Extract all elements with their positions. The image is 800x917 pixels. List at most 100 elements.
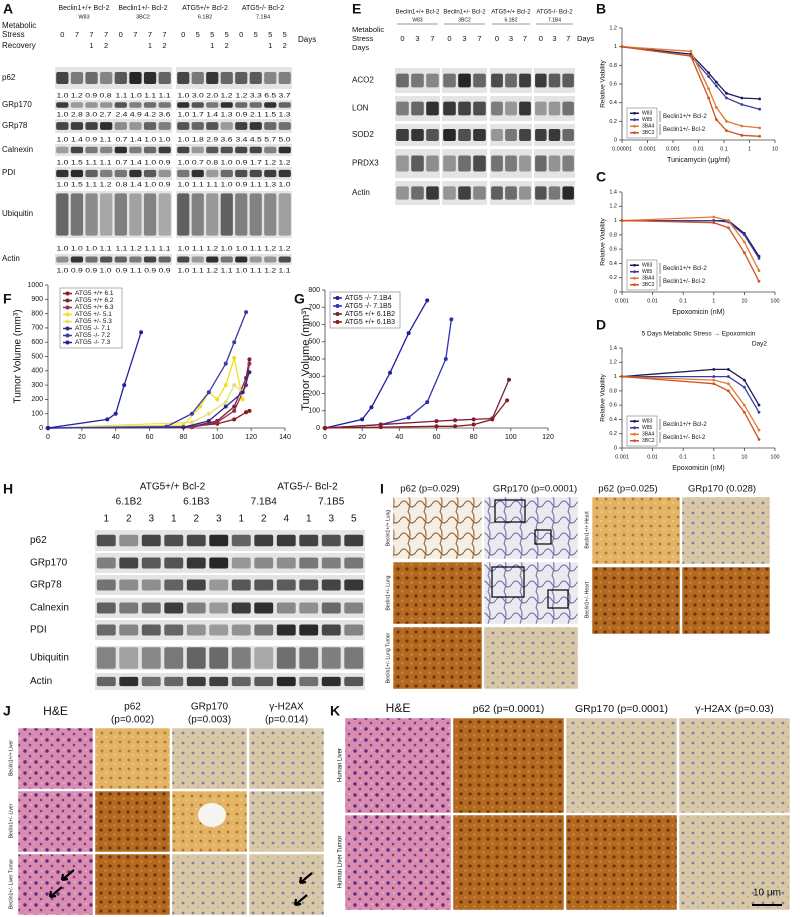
blot-band <box>186 676 206 687</box>
lane-label: 7 <box>89 30 93 39</box>
lane-label: 0 <box>119 30 123 39</box>
blot-band <box>141 602 161 614</box>
row-label: Beclin1+/- Liver <box>8 803 14 838</box>
blot-band <box>231 602 251 614</box>
group-line: 6.1B2 <box>116 497 143 508</box>
legend-label: ATG5 +/+ 6.1B2 <box>345 311 395 318</box>
group-line: 7.1B4 <box>548 17 561 23</box>
blot-band <box>85 71 98 85</box>
data-point <box>244 410 249 415</box>
blot-band <box>70 256 84 263</box>
blot-band <box>96 647 116 669</box>
blot-band <box>143 256 157 263</box>
blot-band <box>141 647 161 669</box>
blot-band <box>100 193 113 236</box>
row-label: Beclin1+/+ Lung <box>385 510 391 546</box>
data-point <box>726 368 730 371</box>
blot-band <box>177 102 190 108</box>
blot-band <box>458 101 471 116</box>
quantification: 0.9 1.1 0.9 0.9 <box>116 268 172 275</box>
blot-strip <box>176 191 292 238</box>
lane-label: 2 <box>261 514 267 525</box>
quantification: 0.7 1.4 1.0 1.0 <box>116 137 172 144</box>
data-point <box>164 424 169 429</box>
blot-band <box>344 534 364 547</box>
micrograph <box>248 727 325 790</box>
blot-label: GRp78 <box>2 121 28 130</box>
x-tick-label: 10 <box>772 146 778 152</box>
blot-strip <box>95 575 365 595</box>
data-point <box>689 54 693 58</box>
blot-band <box>206 256 219 263</box>
blot-band <box>254 534 274 547</box>
x-tick-label: 0.1 <box>720 146 728 152</box>
legend-marker <box>65 319 70 324</box>
panel-letter: A <box>3 1 13 17</box>
data-point <box>105 417 110 422</box>
series-line <box>324 400 508 429</box>
data-point <box>707 71 711 75</box>
blot-band <box>96 579 116 591</box>
x-tick-label: 0.01 <box>647 298 658 304</box>
blot-band <box>158 169 171 178</box>
blot-label: p62 <box>2 73 16 82</box>
blot-band <box>443 101 456 116</box>
y-tick-label: 100 <box>308 408 320 415</box>
data-point <box>712 219 716 222</box>
data-point <box>471 422 476 427</box>
data-point <box>240 390 245 395</box>
blot-band <box>186 579 206 591</box>
panel-letter: C <box>596 169 606 185</box>
quantification: 1.0 1.1 1.2 1.1 <box>178 268 234 275</box>
blot-band <box>426 101 439 116</box>
lane-label: 1 <box>103 514 109 525</box>
quantification: 1.0 0.9 0.9 1.0 <box>57 268 113 275</box>
legend-group-label: Beclin1+/+ Bcl-2 <box>663 422 707 428</box>
blot-band <box>141 579 161 591</box>
series-line <box>324 300 428 429</box>
legend-label: 3BA4 <box>642 432 654 438</box>
micrograph <box>17 853 94 916</box>
blot-band <box>70 169 84 178</box>
arrow <box>60 869 75 882</box>
data-point <box>425 400 430 405</box>
blot-band <box>143 146 157 154</box>
data-point <box>689 49 693 53</box>
legend-marker <box>633 439 636 443</box>
blot-band <box>235 193 248 236</box>
x-axis-label: Epoxomicin (nM) <box>672 465 725 472</box>
data-point <box>740 96 744 100</box>
blot-band <box>100 102 113 108</box>
blot-band <box>278 169 291 178</box>
lane-label: 1 <box>268 41 272 50</box>
blot-band <box>186 534 206 547</box>
panel-letter: G <box>294 291 305 307</box>
y-axis-label: Relative Viability <box>600 217 607 265</box>
blot-band <box>491 73 503 88</box>
blot-band <box>235 71 248 85</box>
legend-label: W85 <box>642 117 653 123</box>
blot-strip <box>95 673 365 690</box>
legend-label: 3BA4 <box>642 124 654 130</box>
blot-band <box>235 169 248 178</box>
y-tick-label: 1.4 <box>609 189 617 195</box>
blot-band <box>100 256 113 263</box>
y-axis-label: Tumor Volume (mm³) <box>300 307 312 411</box>
blot-band <box>129 71 142 85</box>
data-point <box>712 378 716 382</box>
blot-band <box>505 73 517 88</box>
blot-band <box>249 256 262 263</box>
legend-marker <box>633 124 636 128</box>
blot-band <box>443 73 456 88</box>
y-tick-label: 700 <box>31 325 43 332</box>
blot-band <box>85 122 98 130</box>
data-point <box>189 420 194 425</box>
data-point <box>707 87 711 91</box>
data-point <box>714 80 718 84</box>
micrograph <box>591 566 681 635</box>
data-point <box>453 424 458 429</box>
blot-band <box>473 186 486 200</box>
blot-strip <box>176 67 292 89</box>
legend-label: ATG5 +/+ 6.2 <box>75 297 114 304</box>
